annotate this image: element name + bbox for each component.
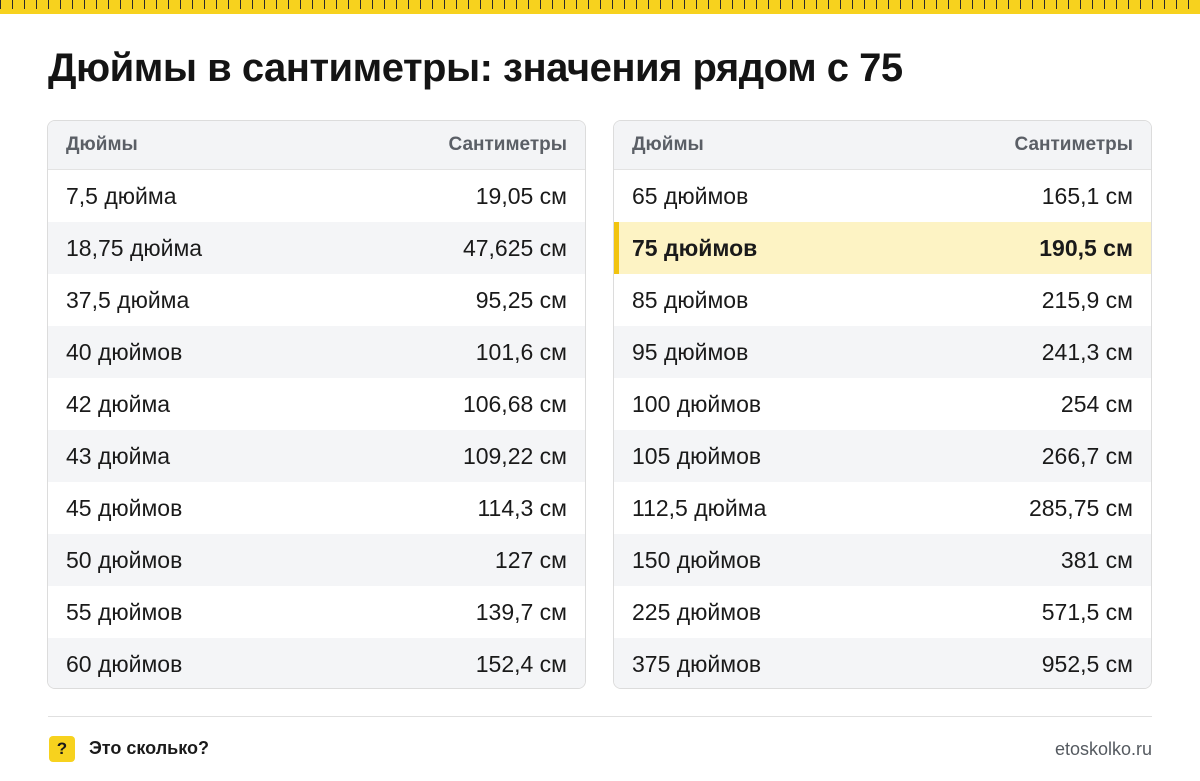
cell-inches: 150 дюймов [632, 546, 762, 573]
table-body: 65 дюймов 165,1 см 75 дюймов 190,5 см 85 дюй… [614, 170, 1151, 688]
cell-cm: 241,3 см [1041, 338, 1133, 365]
cell-inches: 85 дюймов [632, 286, 749, 313]
cell-inches: 50 дюймов [66, 546, 183, 573]
table-row-highlighted: 75 дюймов 190,5 см [614, 222, 1151, 274]
cell-inches: 65 дюймов [632, 182, 749, 209]
header-inches: Дюймы [66, 134, 138, 155]
cell-cm: 381 см [1060, 546, 1133, 573]
cell-cm: 106,68 см [462, 390, 567, 417]
conversion-table-left: Дюймы Сантиметры 7,5 дюйма 19,05 см 18,75 … [47, 120, 586, 689]
cell-cm: 114,3 см [477, 494, 567, 521]
table-row: 65 дюймов 165,1 см [614, 170, 1151, 222]
cell-cm: 254 см [1060, 390, 1133, 417]
table-row: 18,75 дюйма 47,625 см [48, 222, 585, 274]
header-cm: Сантиметры [448, 134, 568, 155]
cell-inches: 100 дюймов [632, 390, 762, 417]
table-row: 40 дюймов 101,6 см [48, 326, 585, 378]
cell-inches: 60 дюймов [66, 650, 183, 677]
cell-cm: 95,25 см [475, 286, 567, 313]
cell-cm: 139,7 см [475, 598, 567, 625]
cell-inches: 95 дюймов [632, 338, 749, 365]
ruler-strip [0, 0, 1200, 14]
cell-inches: 40 дюймов [66, 338, 183, 365]
cell-inches: 112,5 дюйма [632, 494, 767, 521]
cell-cm: 215,9 см [1041, 286, 1133, 313]
table-row: 55 дюймов 139,7 см [48, 586, 585, 638]
cell-inches: 105 дюймов [632, 442, 762, 469]
cell-inches: 225 дюймов [632, 598, 762, 625]
table-row: 50 дюймов 127 см [48, 534, 585, 586]
cell-cm: 571,5 см [1041, 598, 1133, 625]
table-row: 42 дюйма 106,68 см [48, 378, 585, 430]
cell-cm: 152,4 см [475, 650, 567, 677]
header-inches: Дюймы [632, 134, 704, 155]
cell-cm: 101,6 см [475, 338, 567, 365]
table-row: 7,5 дюйма 19,05 см [48, 170, 585, 222]
table-header: Дюймы Сантиметры [614, 121, 1151, 170]
cell-inches: 45 дюймов [66, 494, 183, 521]
cell-cm: 127 см [494, 546, 567, 573]
cell-inches: 375 дюймов [632, 650, 762, 677]
cell-cm: 165,1 см [1041, 182, 1133, 209]
table-row: 60 дюймов 152,4 см [48, 638, 585, 688]
footer-divider [48, 716, 1152, 717]
cell-cm: 190,5 см [1039, 234, 1133, 261]
cell-inches: 75 дюймов [632, 234, 758, 261]
site-url[interactable]: etoskolko.ru [1054, 739, 1152, 759]
table-row: 95 дюймов 241,3 см [614, 326, 1151, 378]
question-icon: ? [49, 736, 75, 762]
cell-inches: 55 дюймов [66, 598, 183, 625]
table-row: 375 дюймов 952,5 см [614, 638, 1151, 688]
table-row: 150 дюймов 381 см [614, 534, 1151, 586]
cell-inches: 18,75 дюйма [66, 234, 203, 261]
table-header: Дюймы Сантиметры [48, 121, 585, 170]
table-row: 45 дюймов 114,3 см [48, 482, 585, 534]
cell-cm: 19,05 см [475, 182, 567, 209]
cell-inches: 37,5 дюйма [66, 286, 190, 313]
cell-inches: 7,5 дюйма [66, 182, 177, 209]
table-row: 43 дюйма 109,22 см [48, 430, 585, 482]
header-cm: Сантиметры [1014, 134, 1134, 155]
cell-cm: 47,625 см [462, 234, 567, 261]
cell-inches: 43 дюйма [66, 442, 171, 469]
table-row: 37,5 дюйма 95,25 см [48, 274, 585, 326]
cell-cm: 952,5 см [1041, 650, 1133, 677]
page-title: Дюймы в сантиметры: значения рядом с 75 [48, 46, 903, 90]
table-row: 112,5 дюйма 285,75 см [614, 482, 1151, 534]
cell-cm: 109,22 см [462, 442, 567, 469]
cell-cm: 285,75 см [1028, 494, 1133, 521]
table-row: 105 дюймов 266,7 см [614, 430, 1151, 482]
table-body: 7,5 дюйма 19,05 см 18,75 дюйма 47,625 см 37,… [48, 170, 585, 688]
table-row: 85 дюймов 215,9 см [614, 274, 1151, 326]
table-row: 100 дюймов 254 см [614, 378, 1151, 430]
conversion-table-right: Дюймы Сантиметры 65 дюймов 165,1 см 75 дюй… [613, 120, 1152, 689]
brand-name: Это сколько? [89, 738, 209, 758]
table-row: 225 дюймов 571,5 см [614, 586, 1151, 638]
cell-inches: 42 дюйма [66, 390, 171, 417]
cell-cm: 266,7 см [1041, 442, 1133, 469]
